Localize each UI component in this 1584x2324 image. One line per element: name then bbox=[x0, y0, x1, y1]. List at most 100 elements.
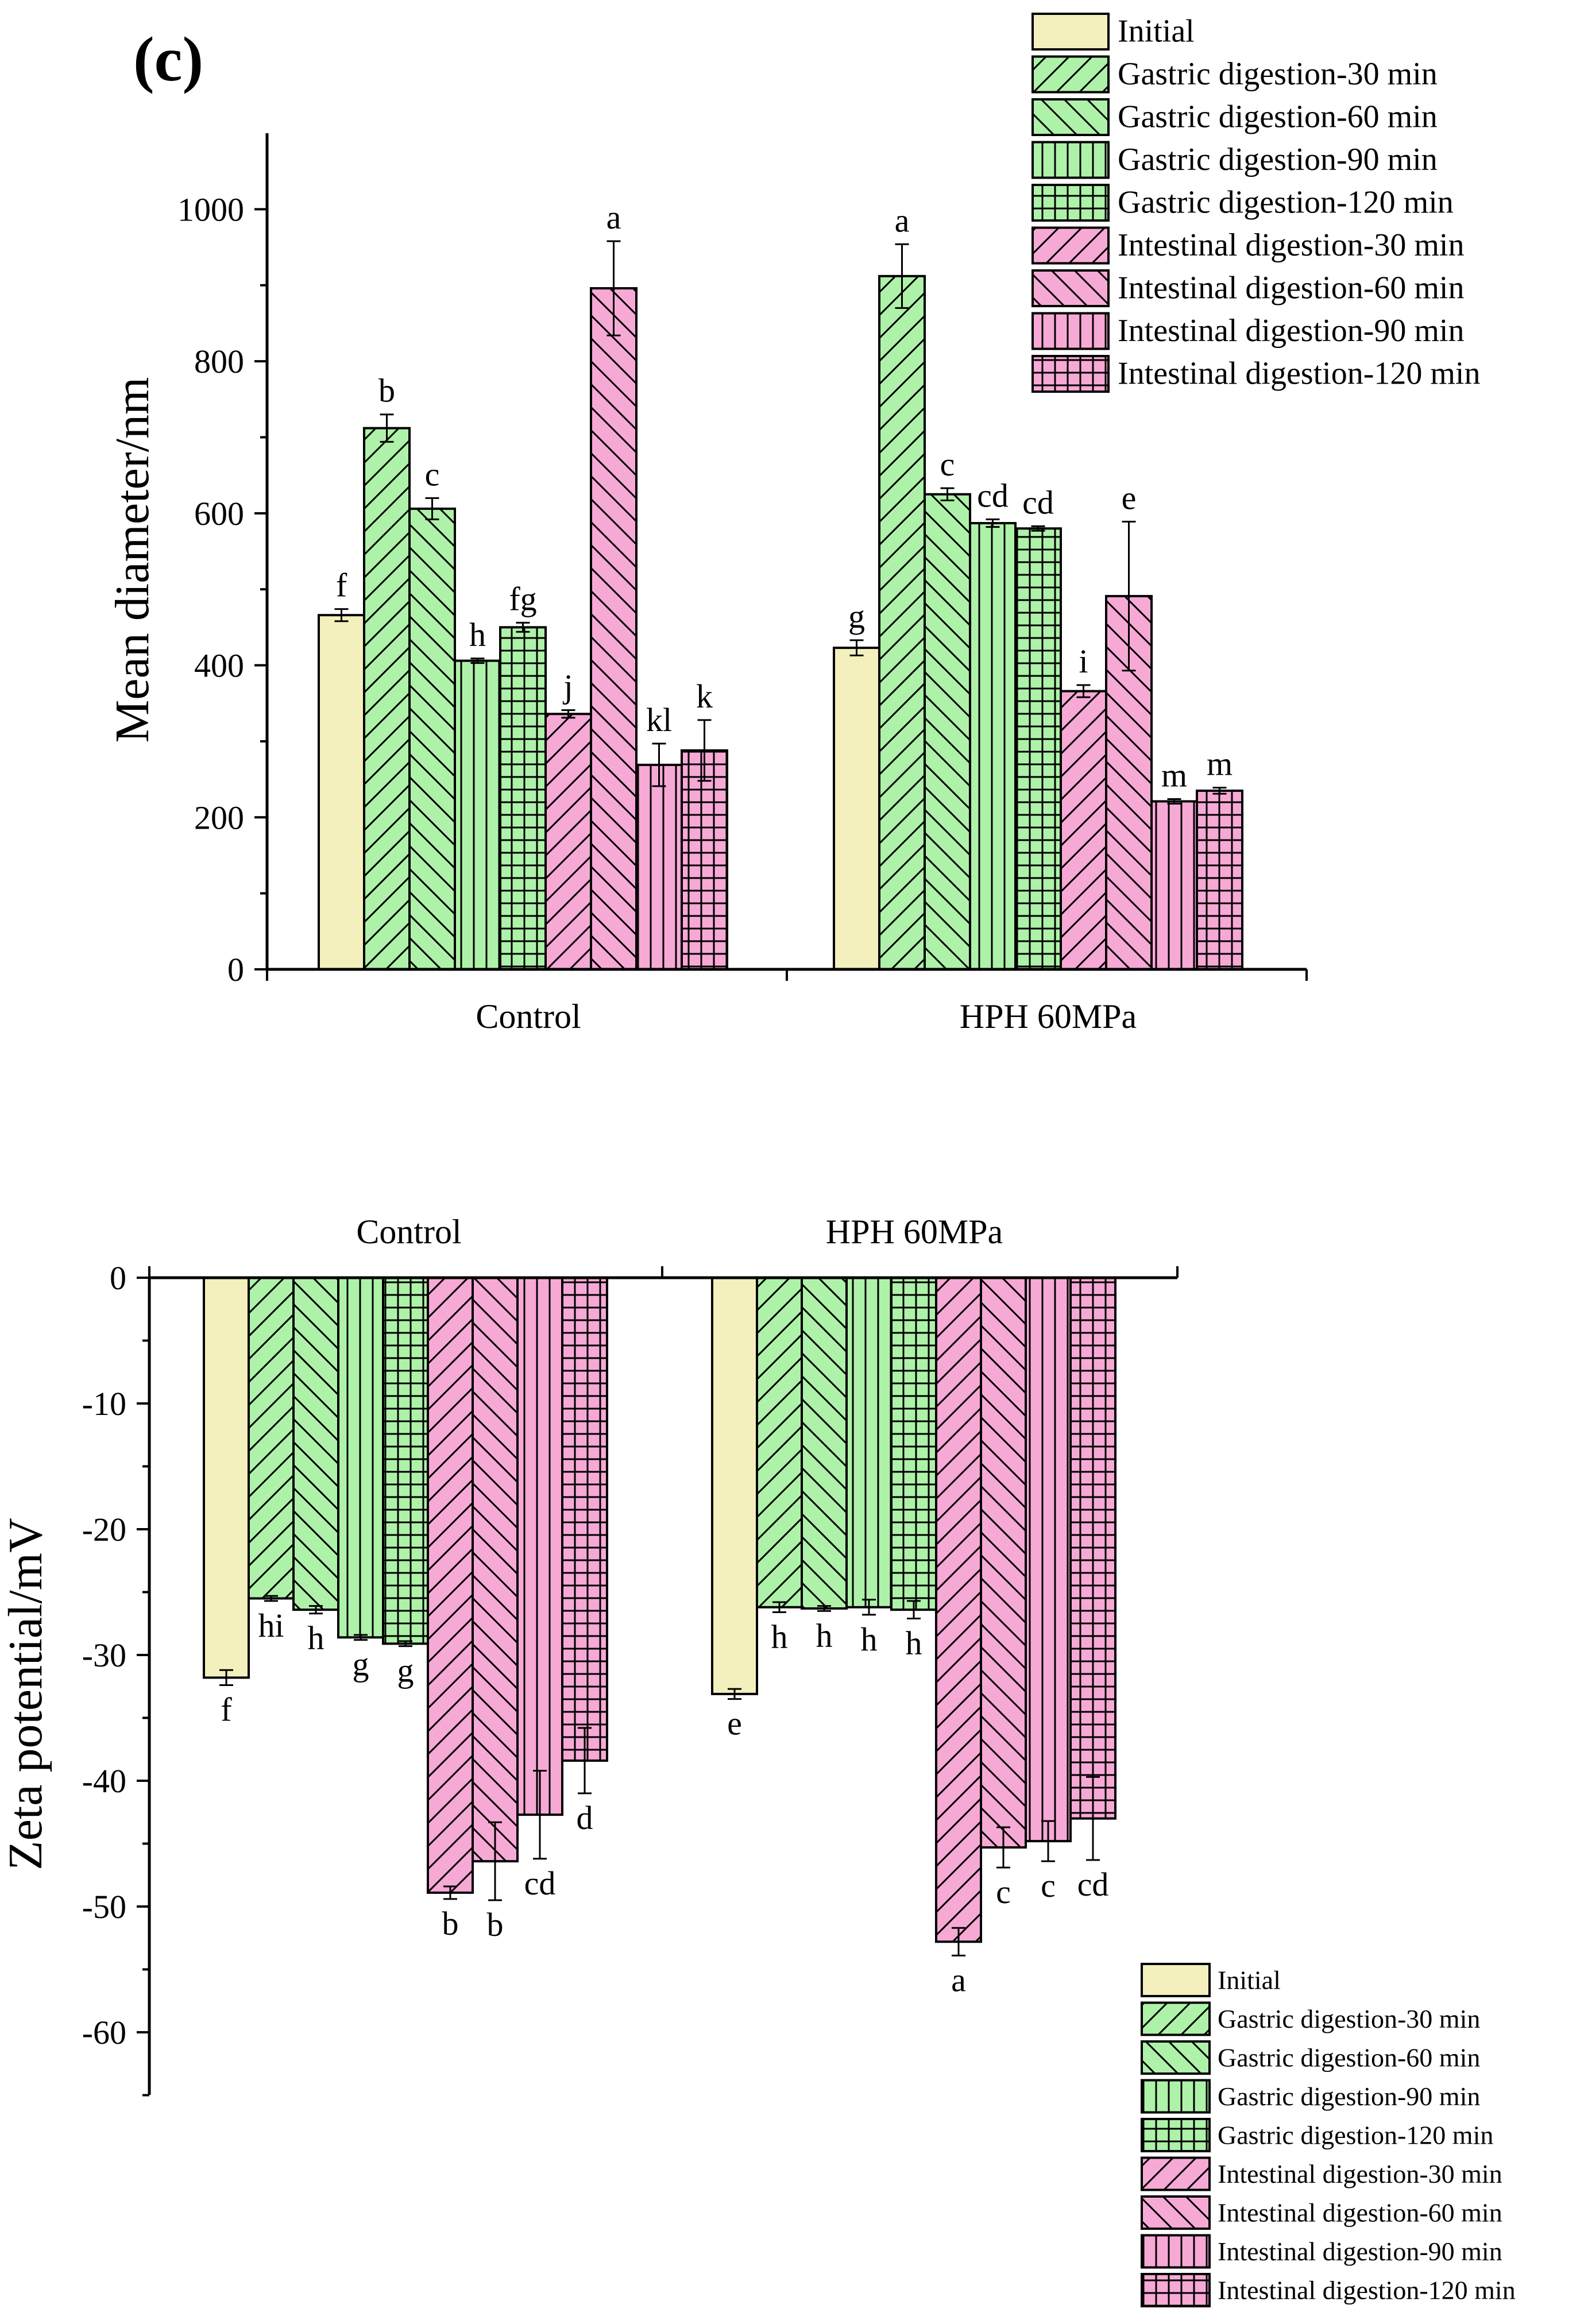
diameter-error-bar bbox=[470, 658, 485, 664]
diameter-legend-item: Gastric digestion-30 min bbox=[1031, 55, 1438, 94]
diameter-error-bar bbox=[561, 709, 575, 719]
zeta-legend-swatch-outline bbox=[1141, 2001, 1211, 2036]
diameter-significance-label: a bbox=[895, 202, 910, 239]
diameter-legend-swatch-hatch bbox=[1033, 356, 1108, 392]
zeta-legend-label: Initial bbox=[1218, 1966, 1281, 1995]
diameter-bar bbox=[1060, 690, 1107, 970]
zeta-error-bar bbox=[907, 1600, 921, 1619]
zeta-legend-swatch bbox=[1141, 2195, 1211, 2230]
zeta-legend-swatch-outline bbox=[1141, 2234, 1211, 2269]
diameter-category-control: Control bbox=[476, 997, 581, 1035]
zeta-y-axis-title: Zeta potential/mV bbox=[0, 1518, 52, 1870]
diameter-error-bar bbox=[606, 240, 621, 337]
diameter-error-bar bbox=[380, 413, 394, 443]
zeta-legend-label: Gastric digestion-90 min bbox=[1218, 2082, 1480, 2111]
zeta-tick-label: -20 bbox=[82, 1511, 126, 1548]
diameter-tick-label: 0 bbox=[227, 951, 244, 988]
diameter-legend-swatch-hatch bbox=[1033, 313, 1108, 349]
diameter-bar bbox=[969, 522, 1017, 970]
diameter-bar-hatch bbox=[364, 428, 409, 969]
zeta-legend-swatch bbox=[1141, 2040, 1211, 2075]
zeta-bar bbox=[561, 1277, 608, 1762]
diameter-significance-label: m bbox=[1207, 745, 1233, 783]
diameter-legend-swatch-outline bbox=[1031, 98, 1110, 136]
zeta-legend-item: Gastric digestion-30 min bbox=[1141, 2001, 1480, 2036]
zeta-legend-swatch-outline bbox=[1141, 2273, 1211, 2307]
diameter-legend-swatch-hatch bbox=[1033, 185, 1108, 221]
diameter-significance-label: cd bbox=[977, 477, 1009, 514]
zeta-error-bar bbox=[354, 1634, 368, 1641]
diameter-error-bar bbox=[1212, 787, 1227, 795]
diameter-error-bar bbox=[652, 743, 666, 787]
diameter-significance-label: fg bbox=[509, 580, 536, 617]
zeta-tick-label: -60 bbox=[82, 2014, 126, 2051]
zeta-significance-label: h bbox=[308, 1619, 324, 1657]
zeta-legend-item: Intestinal digestion-120 min bbox=[1141, 2273, 1516, 2307]
zeta-legend-item: Intestinal digestion-60 min bbox=[1141, 2195, 1502, 2230]
diameter-legend-label: Initial bbox=[1118, 13, 1195, 49]
zeta-tick-label: -50 bbox=[82, 1888, 126, 1925]
diameter-error-bar bbox=[986, 518, 1000, 528]
diameter-legend-item: Intestinal digestion-90 min bbox=[1031, 312, 1464, 350]
diameter-bar bbox=[1196, 789, 1243, 970]
diameter-y-axis-title: Mean diameter/nm bbox=[106, 377, 159, 743]
diameter-error-bar bbox=[516, 621, 530, 633]
zeta-tick-label: 0 bbox=[110, 1259, 126, 1297]
zeta-legend-swatch-outline bbox=[1141, 2118, 1211, 2152]
diameter-significance-label: f bbox=[336, 567, 347, 604]
diameter-significance-label: k bbox=[696, 678, 713, 715]
diameter-significance-label: m bbox=[1161, 757, 1187, 794]
zeta-bar-hatch bbox=[562, 1278, 607, 1761]
diameter-bar-hatch bbox=[1015, 528, 1061, 969]
zeta-bar-hatch bbox=[936, 1278, 981, 1942]
diameter-error-bar bbox=[895, 243, 909, 309]
zeta-legend-swatch bbox=[1141, 2273, 1211, 2307]
zeta-legend-swatch bbox=[1141, 2118, 1211, 2152]
diameter-error-bar bbox=[1031, 525, 1045, 532]
zeta-bar bbox=[801, 1277, 848, 1610]
diameter-bar bbox=[499, 626, 547, 970]
diameter-bar bbox=[408, 507, 456, 970]
diameter-legend-label: Gastric digestion-90 min bbox=[1118, 142, 1438, 177]
diameter-bar bbox=[1014, 527, 1062, 970]
diameter-legend-label: Intestinal digestion-120 min bbox=[1118, 355, 1480, 391]
diameter-bar-hatch bbox=[409, 508, 455, 969]
diameter-significance-label: g bbox=[848, 598, 865, 635]
zeta-legend-item: Gastric digestion-120 min bbox=[1141, 2118, 1493, 2152]
zeta-legend-label: Gastric digestion-120 min bbox=[1218, 2121, 1493, 2150]
diameter-bar-hatch bbox=[636, 764, 682, 969]
zeta-category-control: Control bbox=[356, 1213, 461, 1251]
zeta-bar bbox=[472, 1277, 519, 1863]
diameter-bar bbox=[318, 614, 365, 970]
diameter-legend-swatch-outline bbox=[1031, 184, 1110, 222]
diameter-legend-swatch-outline bbox=[1031, 269, 1110, 307]
diameter-bar bbox=[635, 763, 683, 970]
diameter-tick-label: 200 bbox=[194, 799, 244, 836]
zeta-legend-swatch-hatch bbox=[1142, 2235, 1210, 2268]
zeta-bar-hatch bbox=[1071, 1278, 1115, 1819]
diameter-legend-item: Gastric digestion-90 min bbox=[1031, 141, 1438, 179]
diameter-bar-hatch bbox=[455, 660, 500, 969]
zeta-bar-hatch bbox=[981, 1278, 1026, 1848]
zeta-bar bbox=[203, 1277, 250, 1679]
diameter-legend: Initial Gastric digestion-30 min Gastric d… bbox=[1031, 13, 1480, 393]
diameter-legend-swatch-hatch bbox=[1033, 99, 1108, 135]
diameter-significance-label: c bbox=[425, 455, 440, 493]
diameter-error-bar bbox=[697, 719, 712, 782]
diameter-legend-swatch bbox=[1031, 269, 1110, 307]
diameter-legend-label: Gastric digestion-60 min bbox=[1118, 99, 1438, 134]
diameter-legend-label: Intestinal digestion-30 min bbox=[1118, 227, 1464, 263]
diameter-legend-swatch bbox=[1031, 184, 1110, 222]
zeta-bar-hatch bbox=[383, 1278, 428, 1644]
diameter-bar-hatch bbox=[500, 627, 546, 969]
zeta-legend-item: Intestinal digestion-90 min bbox=[1141, 2234, 1502, 2269]
zeta-bar-hatch bbox=[428, 1278, 473, 1893]
diameter-error-bar bbox=[1167, 798, 1181, 805]
diameter-chart: (c) Mean diameter/nm 0 200 400 600 800 1000 f… bbox=[106, 13, 1480, 1035]
zeta-bar bbox=[337, 1277, 384, 1639]
panel-label: (c) bbox=[133, 24, 203, 94]
diameter-legend-label: Gastric digestion-120 min bbox=[1118, 184, 1454, 220]
zeta-error-bar bbox=[817, 1605, 831, 1612]
diameter-error-bar bbox=[425, 497, 439, 520]
zeta-legend-swatch bbox=[1141, 2234, 1211, 2269]
